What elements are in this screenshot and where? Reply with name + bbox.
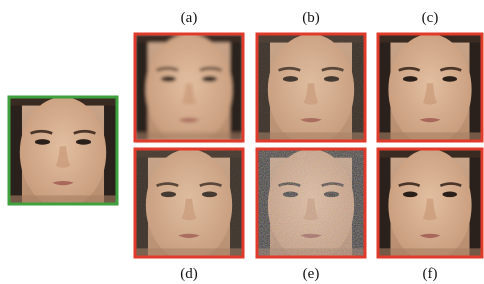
panel-label: (d) (180, 266, 198, 282)
panel-label: (f) (423, 266, 438, 282)
result-image-c (378, 34, 482, 145)
reference-image (9, 97, 117, 208)
result-image-d (135, 149, 243, 261)
panel-label: (c) (422, 10, 439, 26)
result-image-a (135, 34, 243, 145)
panel-label: (a) (181, 10, 198, 26)
result-image-b (257, 34, 365, 145)
result-image-f (378, 149, 482, 261)
figure: (a) (b) (c) (d) (e) (f) (0, 0, 484, 284)
result-image-e (257, 149, 365, 261)
panel-label: (b) (302, 10, 320, 26)
panel-label: (e) (303, 266, 320, 282)
